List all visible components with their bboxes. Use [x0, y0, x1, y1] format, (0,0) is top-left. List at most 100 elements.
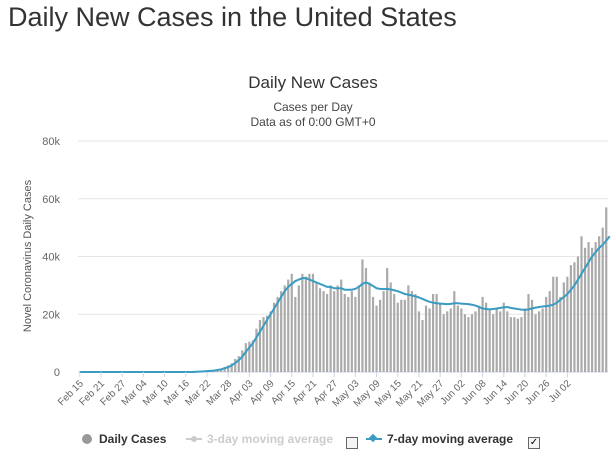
daily-cases-bar[interactable] — [446, 311, 449, 372]
daily-cases-bars[interactable] — [195, 207, 608, 373]
daily-cases-bar[interactable] — [506, 311, 509, 372]
daily-cases-bar[interactable] — [502, 302, 505, 372]
daily-cases-bar[interactable] — [262, 317, 265, 372]
daily-cases-bar[interactable] — [280, 291, 283, 372]
daily-cases-bar[interactable] — [516, 318, 519, 372]
daily-cases-bar[interactable] — [227, 365, 230, 372]
legend-daily-cases[interactable]: Daily Cases — [82, 432, 166, 446]
daily-cases-bar[interactable] — [569, 265, 572, 372]
daily-cases-bar[interactable] — [499, 311, 502, 372]
daily-cases-bar[interactable] — [347, 296, 350, 372]
daily-cases-bar[interactable] — [318, 288, 322, 372]
daily-cases-bar[interactable] — [287, 279, 290, 372]
daily-cases-bar[interactable] — [583, 247, 587, 372]
daily-cases-bar[interactable] — [463, 314, 466, 372]
daily-cases-bar[interactable] — [509, 317, 512, 372]
daily-cases-bar[interactable] — [481, 296, 484, 372]
daily-cases-bar[interactable] — [467, 317, 470, 372]
daily-cases-bar[interactable] — [485, 302, 488, 372]
daily-cases-bar[interactable] — [435, 294, 438, 372]
daily-cases-bar[interactable] — [605, 207, 608, 372]
legend-3-day-average[interactable]: 3-day moving average — [186, 432, 333, 446]
daily-cases-bar[interactable] — [495, 308, 498, 372]
daily-cases-bar[interactable] — [530, 299, 534, 372]
daily-cases-bar[interactable] — [576, 256, 580, 373]
daily-cases-bar[interactable] — [230, 363, 233, 372]
daily-cases-bar[interactable] — [580, 236, 583, 372]
daily-cases-bar[interactable] — [555, 276, 558, 372]
daily-cases-bar[interactable] — [322, 291, 325, 372]
daily-cases-bar[interactable] — [375, 305, 378, 372]
daily-cases-bar[interactable] — [297, 285, 300, 372]
daily-cases-bar[interactable] — [255, 328, 258, 372]
daily-cases-bar[interactable] — [237, 356, 240, 372]
daily-cases-bar[interactable] — [470, 314, 474, 372]
daily-cases-bar[interactable] — [407, 285, 410, 372]
daily-cases-bar[interactable] — [393, 294, 396, 372]
daily-cases-bar[interactable] — [453, 291, 456, 372]
daily-cases-bar[interactable] — [340, 279, 343, 372]
daily-cases-bar[interactable] — [520, 317, 523, 372]
daily-cases-bar[interactable] — [326, 294, 329, 372]
daily-cases-bar[interactable] — [421, 320, 424, 372]
daily-cases-bar[interactable] — [513, 317, 516, 372]
daily-cases-bar[interactable] — [258, 320, 262, 372]
daily-cases-bar[interactable] — [417, 311, 421, 372]
daily-cases-bar[interactable] — [315, 282, 318, 372]
daily-cases-bar[interactable] — [424, 305, 428, 372]
daily-cases-bar[interactable] — [276, 296, 279, 372]
daily-cases-bar[interactable] — [379, 299, 382, 372]
daily-cases-bar[interactable] — [396, 302, 399, 372]
seven-day-average-line[interactable] — [79, 235, 611, 373]
daily-cases-bar[interactable] — [368, 282, 371, 372]
daily-cases-bar[interactable] — [371, 296, 375, 372]
daily-cases-bar[interactable] — [329, 285, 332, 372]
daily-cases-bar[interactable] — [559, 296, 562, 372]
daily-cases-bar[interactable] — [304, 276, 307, 372]
daily-cases-bar[interactable] — [311, 273, 315, 372]
daily-cases-bar[interactable] — [601, 227, 604, 372]
checkbox-7-day-average[interactable]: ✓ — [528, 437, 540, 449]
daily-cases-bar[interactable] — [414, 294, 417, 372]
daily-cases-bar[interactable] — [591, 247, 594, 372]
daily-cases-bar[interactable] — [241, 350, 244, 372]
daily-cases-bar[interactable] — [594, 242, 597, 372]
daily-cases-bar[interactable] — [273, 302, 276, 372]
daily-cases-bar[interactable] — [488, 308, 491, 372]
daily-cases-bar[interactable] — [223, 367, 226, 372]
daily-cases-bar[interactable] — [527, 294, 530, 372]
daily-cases-bar[interactable] — [382, 291, 385, 372]
daily-cases-bar[interactable] — [361, 259, 364, 372]
daily-cases-bar[interactable] — [251, 340, 254, 372]
daily-cases-bar[interactable] — [492, 314, 495, 372]
daily-cases-bar[interactable] — [456, 305, 459, 372]
daily-cases-bar[interactable] — [442, 314, 445, 372]
daily-cases-bar[interactable] — [389, 282, 392, 372]
daily-cases-bar[interactable] — [244, 343, 247, 372]
daily-cases-bar[interactable] — [439, 302, 442, 372]
daily-cases-bar[interactable] — [400, 299, 403, 372]
daily-cases-bar[interactable] — [357, 285, 360, 372]
daily-cases-bar[interactable] — [460, 308, 463, 372]
daily-cases-bar[interactable] — [220, 369, 223, 372]
daily-cases-bar[interactable] — [283, 285, 286, 372]
daily-cases-bar[interactable] — [269, 311, 272, 372]
checkbox-3-day-average[interactable] — [346, 437, 358, 449]
daily-cases-bar[interactable] — [364, 268, 368, 372]
daily-cases-bar[interactable] — [566, 276, 569, 372]
daily-cases-bar[interactable] — [403, 299, 406, 372]
daily-cases-bar[interactable] — [432, 294, 435, 372]
daily-cases-bar[interactable] — [308, 273, 311, 372]
daily-cases-bar[interactable] — [294, 296, 297, 372]
daily-cases-bar[interactable] — [333, 291, 336, 372]
daily-cases-bar[interactable] — [386, 268, 389, 372]
legend-7-day-average[interactable]: 7-day moving average — [366, 432, 513, 446]
daily-cases-bar[interactable] — [449, 308, 452, 372]
daily-cases-bar[interactable] — [301, 273, 304, 372]
daily-cases-bar[interactable] — [474, 311, 477, 372]
daily-cases-bar[interactable] — [541, 308, 544, 372]
daily-cases-bar[interactable] — [290, 273, 293, 372]
daily-cases-bar[interactable] — [354, 296, 357, 372]
daily-cases-bar[interactable] — [410, 291, 413, 372]
daily-cases-bar[interactable] — [234, 359, 237, 372]
